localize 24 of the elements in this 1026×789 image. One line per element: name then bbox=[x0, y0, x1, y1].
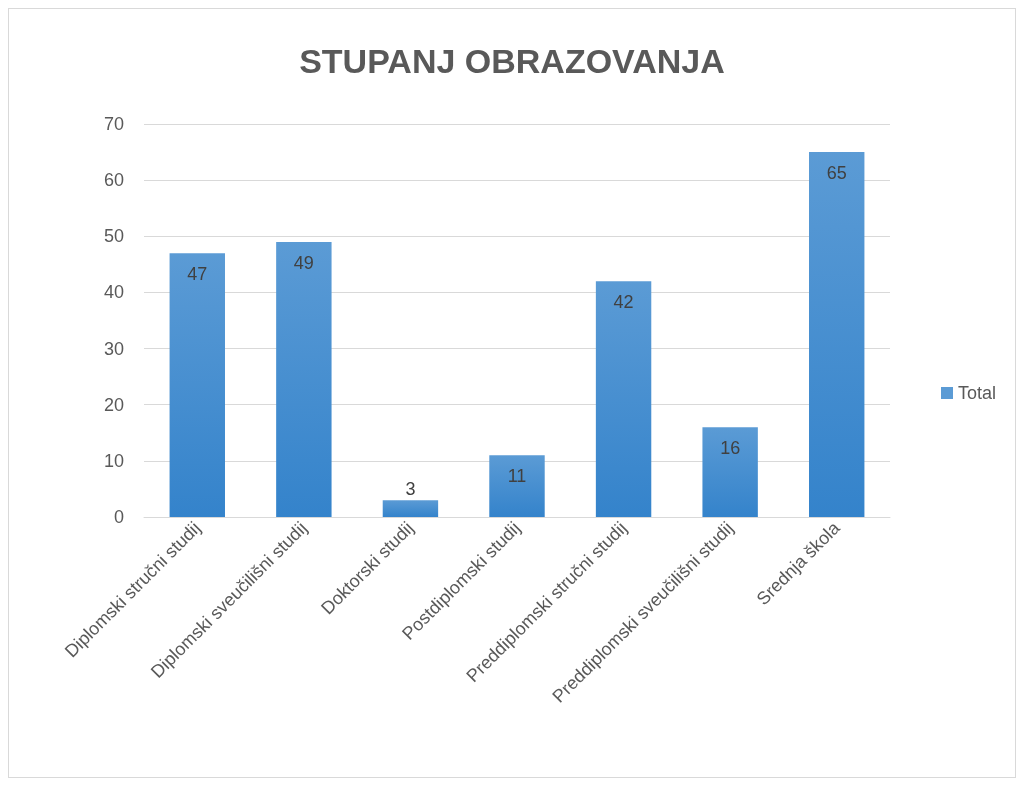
y-tick-label: 20 bbox=[103, 394, 124, 415]
y-tick-label: 0 bbox=[113, 507, 124, 527]
bar bbox=[489, 455, 545, 517]
data-label: 16 bbox=[720, 438, 741, 459]
y-tick-label: 30 bbox=[103, 338, 124, 359]
data-label: 47 bbox=[187, 264, 208, 285]
chart-title: STUPANJ OBRAZOVANJA bbox=[299, 42, 725, 80]
y-tick-label: 70 bbox=[103, 114, 124, 134]
data-label: 3 bbox=[405, 479, 416, 500]
data-label: 11 bbox=[507, 466, 527, 487]
bar bbox=[276, 241, 332, 517]
bar bbox=[809, 152, 865, 517]
y-tick-label: 50 bbox=[103, 226, 124, 247]
data-label: 49 bbox=[293, 252, 314, 273]
data-label: 42 bbox=[613, 292, 634, 313]
data-label: 65 bbox=[826, 163, 847, 184]
y-tick-label: 40 bbox=[103, 282, 124, 303]
bar bbox=[702, 427, 758, 517]
y-tick-label: 60 bbox=[103, 170, 124, 191]
bar bbox=[382, 500, 439, 517]
legend-label: Total bbox=[957, 383, 997, 403]
bar bbox=[169, 253, 225, 517]
bar bbox=[595, 281, 652, 517]
y-tick-label: 10 bbox=[103, 450, 124, 471]
